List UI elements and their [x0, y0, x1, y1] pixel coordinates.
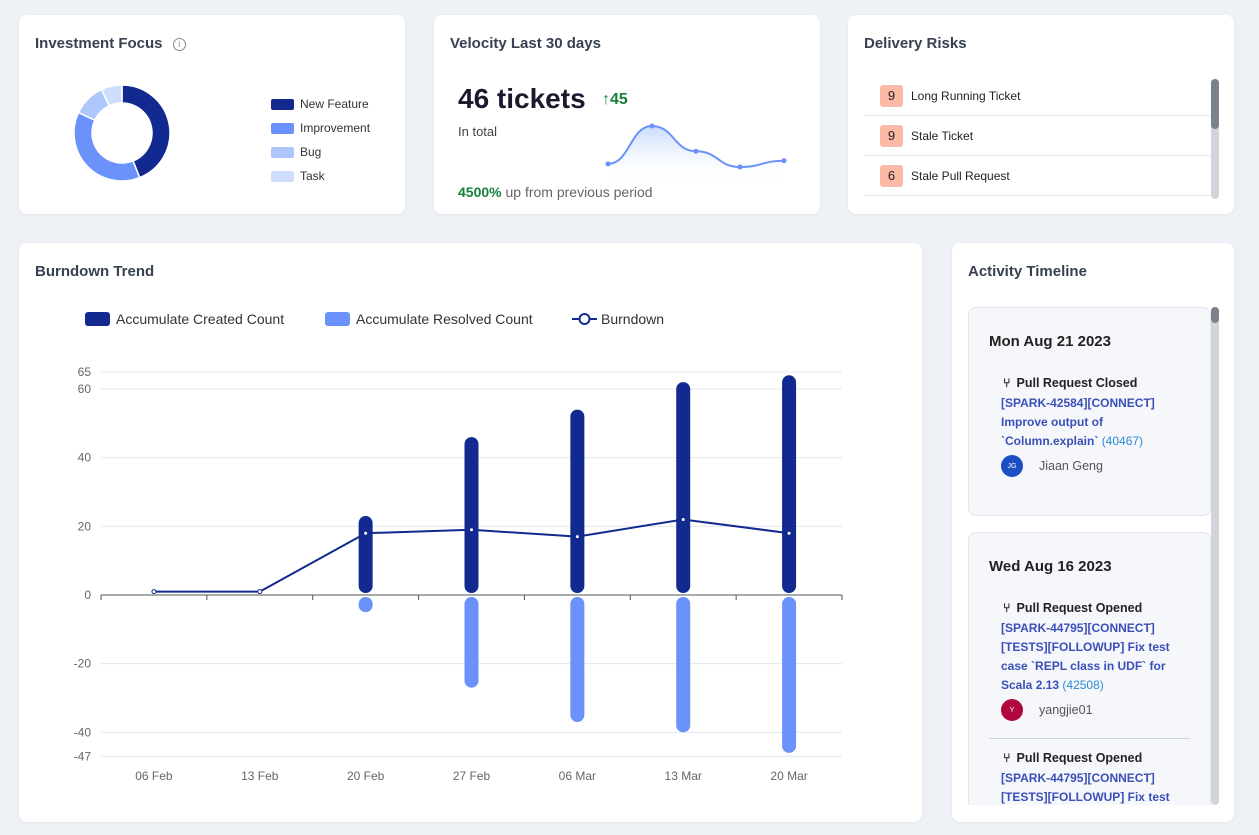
y-tick-label: -40: [74, 725, 92, 739]
sparkline-point: [781, 158, 787, 164]
bar-created: [676, 382, 691, 593]
y-tick-label: 60: [78, 382, 92, 396]
legend-item[interactable]: Improvement: [271, 121, 370, 135]
info-icon[interactable]: i: [172, 38, 186, 51]
x-tick-label: 06 Mar: [559, 769, 596, 783]
x-tick-label: 20 Mar: [770, 769, 807, 783]
risk-label: Stale Ticket: [911, 128, 974, 143]
percent-change: 4500% up from previous period: [458, 184, 653, 200]
sparkline-line: [607, 124, 785, 169]
count-badge: 6: [880, 164, 903, 187]
avatar: Y: [1001, 699, 1023, 721]
delivery-risks-card: Delivery Risks 9 Long Running Ticket 9 Stal…: [848, 15, 1234, 214]
bar-resolved: [464, 597, 479, 688]
bar-resolved: [570, 597, 585, 723]
timeline-event: ⑂ Pull Request Opened [SPARK-44795][CONNE…: [1001, 751, 1181, 805]
card-title: Investment Focus i: [35, 35, 186, 52]
burndown-card: Burndown Trend Accumulate Created Count …: [19, 243, 922, 822]
group-date: Wed Aug 16 2023: [989, 558, 1112, 575]
x-tick-label: 13 Mar: [665, 769, 702, 783]
donut-slice: [73, 111, 141, 182]
y-tick-label: 65: [78, 365, 92, 379]
timeline-group: Wed Aug 16 2023 ⑂ Pull Request Opened [SP…: [968, 532, 1211, 805]
bar-created: [782, 375, 797, 593]
investment-focus-card: Investment Focus i New Feature Improvemen…: [19, 15, 405, 214]
bar-resolved: [782, 597, 797, 753]
burndown-point: [469, 527, 474, 533]
risk-label: Long Running Ticket: [911, 88, 1021, 103]
legend-item[interactable]: New Feature: [271, 97, 369, 111]
x-tick-label: 20 Feb: [347, 769, 385, 783]
sparkline-area: [608, 126, 784, 185]
y-tick-label: -47: [74, 749, 92, 763]
git-branch-icon: ⑂: [1003, 376, 1011, 390]
timeline-list: Mon Aug 21 2023 ⑂ Pull Request Closed [SP…: [952, 307, 1234, 805]
bar-resolved: [358, 597, 373, 613]
ticket-count: 46 tickets: [458, 83, 586, 114]
group-date: Mon Aug 21 2023: [989, 333, 1111, 350]
pr-link[interactable]: [SPARK-44795][CONNECT][TESTS][FOLLOWUP] …: [1001, 771, 1170, 804]
scrollbar[interactable]: [1211, 307, 1219, 805]
user-name: Jiaan Geng: [1039, 459, 1103, 473]
sparkline-point: [649, 123, 655, 129]
y-tick-label: -20: [74, 657, 92, 671]
burndown-point: [680, 516, 686, 522]
x-tick-label: 06 Feb: [135, 769, 173, 783]
bar-created: [570, 409, 585, 593]
sparkline-chart: [605, 123, 787, 185]
bar-created: [464, 437, 479, 593]
legend-created[interactable]: Accumulate Created Count: [85, 311, 284, 327]
y-tick-label: 40: [78, 451, 92, 465]
pr-link[interactable]: [SPARK-44795][CONNECT][TESTS][FOLLOWUP] …: [1001, 621, 1170, 692]
delta-badge: ↑45: [602, 91, 628, 108]
activity-timeline-card: Activity Timeline Mon Aug 21 2023 ⑂ Pull …: [952, 243, 1234, 822]
sparkline-point: [693, 148, 699, 154]
risk-item[interactable]: 9 Long Running Ticket: [864, 76, 1212, 116]
x-tick-label: 13 Feb: [241, 769, 279, 783]
subtitle: In total: [458, 124, 498, 139]
user-name: yangjie01: [1039, 703, 1093, 717]
count-badge: 9: [880, 124, 903, 147]
burndown-point: [574, 534, 580, 540]
burndown-point: [257, 589, 263, 595]
donut-slice: [100, 84, 123, 107]
card-title: Activity Timeline: [968, 263, 1087, 280]
burndown-chart: 65 60 40 20 0 -20 -40 -47 06 Feb 13 Feb 20 Feb 27 F…: [74, 365, 843, 783]
legend-resolved[interactable]: Accumulate Resolved Count: [325, 311, 533, 327]
x-tick-label: 27 Feb: [453, 769, 491, 783]
legend-burndown[interactable]: Burndown: [572, 311, 664, 327]
y-tick-label: 0: [84, 588, 91, 602]
git-branch-icon: ⑂: [1003, 751, 1011, 765]
git-branch-icon: ⑂: [1003, 601, 1011, 615]
scrollbar[interactable]: [1211, 79, 1219, 199]
timeline-group: Mon Aug 21 2023 ⑂ Pull Request Closed [SP…: [968, 307, 1211, 516]
burndown-point: [151, 589, 157, 595]
burndown-point: [786, 530, 792, 536]
pr-link[interactable]: [SPARK-42584][CONNECT] Improve output of…: [1001, 396, 1155, 448]
bar-created: [358, 516, 373, 593]
timeline-event: ⑂ Pull Request Closed [SPARK-42584][CONNE…: [1001, 376, 1181, 477]
divider: [989, 738, 1190, 739]
velocity-card: Velocity Last 30 days 46 tickets ↑45 In …: [434, 15, 820, 214]
arrow-up-icon: ↑: [602, 91, 610, 108]
card-title: Burndown Trend: [35, 263, 155, 280]
risk-label: Stale Pull Request: [911, 168, 1010, 183]
risk-item[interactable]: 6 Stale Pull Request: [864, 156, 1212, 196]
count-badge: 9: [880, 84, 903, 107]
timeline-event: ⑂ Pull Request Opened [SPARK-44795][CONNE…: [1001, 601, 1181, 721]
avatar: JG: [1001, 455, 1023, 477]
donut-chart: [73, 84, 171, 182]
bar-resolved: [676, 597, 691, 733]
card-title: Velocity Last 30 days: [450, 35, 601, 52]
risk-item[interactable]: 9 Stale Ticket: [864, 116, 1212, 156]
sparkline-point: [605, 161, 611, 167]
card-title: Delivery Risks: [864, 35, 967, 52]
legend-item[interactable]: Bug: [271, 145, 321, 159]
y-tick-label: 20: [78, 519, 92, 533]
legend-item[interactable]: Task: [271, 169, 325, 183]
sparkline-point: [737, 164, 743, 170]
burndown-point: [363, 530, 369, 536]
